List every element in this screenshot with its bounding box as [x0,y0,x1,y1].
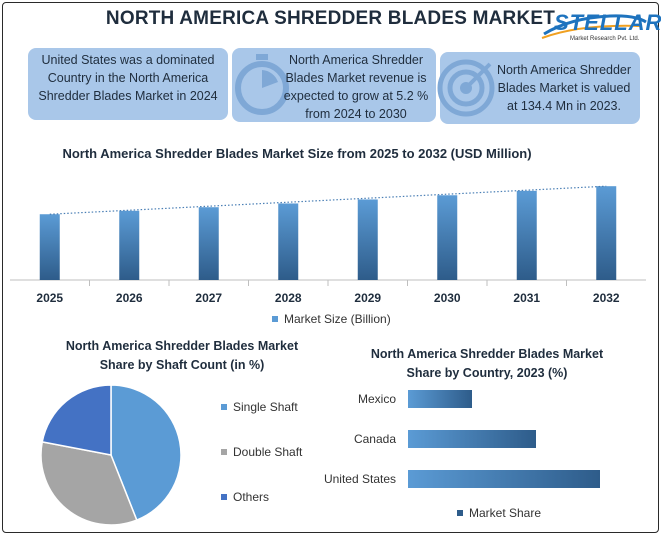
x-tick-label-2032: 2032 [593,291,620,305]
legend-swatch [272,316,278,322]
legend-swatch [221,494,227,500]
bar-2030 [437,195,458,280]
bar-chart-title: North America Shredder Blades Market Siz… [62,146,532,161]
legend-swatch [457,510,463,516]
pie-legend-item: Others [221,490,269,504]
bar-united-states [408,470,600,488]
market-size-bar-chart: 2025 2026 2027 2028 2029 2030 2031 2032 [10,185,646,305]
pie-chart-title: North America Shredder Blades Market Sha… [65,339,299,372]
country-share-bar-chart: Mexico Canada United States [324,390,600,488]
bar-2028 [278,203,299,280]
y-tick-label: Canada [354,432,396,446]
bar-2032 [596,186,617,280]
info-card-text: North America Shredder Blades Market rev… [283,53,429,121]
logo-subtitle: Market Research Pvt. Ltd. [570,36,640,42]
x-tick-label-2028: 2028 [275,291,302,305]
shaft-count-pie-chart [40,384,182,526]
bar-mexico [408,390,472,408]
pie-slice-others [41,384,112,456]
bar-canada [408,430,536,448]
info-card-text: United States was a dominated Country in… [38,53,218,103]
country-chart-title: North America Shredder Blades Market Sha… [370,347,604,380]
info-card-text: North America Shredder Blades Market is … [496,63,632,113]
bar-2026 [119,210,140,280]
bar-2025 [39,214,60,280]
x-tick-label-2026: 2026 [116,291,143,305]
country-chart-legend: Market Share [457,506,541,520]
pie-slice-double-shaft [40,441,138,526]
legend-swatch [221,449,227,455]
y-tick-label: United States [324,472,396,486]
pie-legend-item: Single Shaft [221,400,298,414]
info-card-valuation: North America Shredder Blades Market is … [437,52,640,124]
x-tick-label-2031: 2031 [513,291,540,305]
legend-swatch [221,404,227,410]
bar-chart-legend: Market Size (Billion) [272,312,391,326]
info-card-growth: North America Shredder Blades Market rev… [232,48,436,122]
legend-label: Market Share [469,506,542,520]
legend-label: Others [233,490,270,504]
x-tick-label-2025: 2025 [36,291,63,305]
stopwatch-icon [235,54,289,115]
brand-logo: STELLAR Market Research Pvt. Ltd. [540,6,661,48]
x-tick-label-2030: 2030 [434,291,461,305]
legend-label: Double Shaft [233,445,303,459]
y-tick-label: Mexico [358,392,396,406]
target-icon [437,59,495,117]
pie-slice-single-shaft [110,384,182,522]
logo-swoosh-icon [541,14,647,39]
info-card-dominant-country: United States was a dominated Country in… [28,48,228,120]
bar-2027 [198,207,219,280]
legend-label: Market Size (Billion) [284,312,391,326]
legend-label: Single Shaft [233,400,298,414]
logo-wordmark: STELLAR [554,10,661,35]
pie-legend-item: Double Shaft [221,445,302,459]
bar-2031 [516,190,537,280]
x-tick-label-2027: 2027 [195,291,222,305]
x-tick-label-2029: 2029 [354,291,381,305]
bar-2029 [357,199,378,280]
page-title: NORTH AMERICA SHREDDER BLADES MARKET [105,8,556,29]
